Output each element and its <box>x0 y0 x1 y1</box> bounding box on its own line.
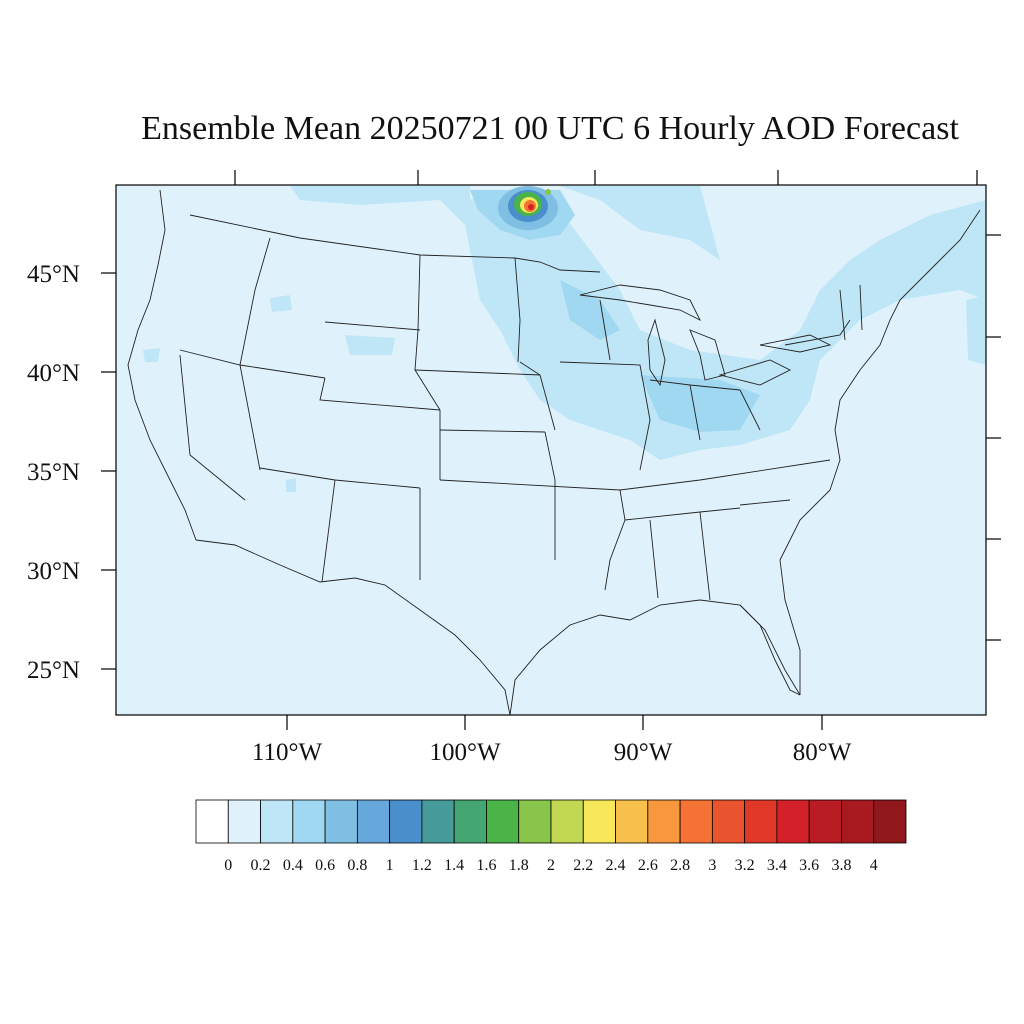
colorbar-label: 3.6 <box>799 857 819 874</box>
colorbar-swatch <box>711 799 746 844</box>
colorbar-label: 0.4 <box>283 857 303 874</box>
colorbar-swatch <box>841 799 875 844</box>
colorbar-swatch <box>808 799 842 844</box>
lat-label: 30°N <box>27 558 80 585</box>
geographic-boundaries <box>127 189 981 716</box>
colorbar-label: 3.2 <box>735 857 755 874</box>
colorbar-swatch <box>550 799 584 844</box>
colorbar-swatch <box>324 799 358 844</box>
lat-label: 45°N <box>27 261 80 288</box>
colorbar-label: 0.2 <box>251 857 271 874</box>
colorbar-swatch <box>389 799 423 844</box>
lat-label: 35°N <box>27 459 80 486</box>
colorbar-swatch <box>679 799 713 844</box>
colorbar-swatch <box>615 799 649 844</box>
colorbar-label: 3.4 <box>767 857 787 874</box>
colorbar-label: 2.2 <box>573 857 593 874</box>
right-ticks <box>986 234 1001 641</box>
colorbar-swatch <box>744 799 778 844</box>
lon-label: 90°W <box>614 739 673 766</box>
colorbar-swatch <box>873 799 907 844</box>
colorbar-label: 2.8 <box>670 857 690 874</box>
colorbar-label: 1.8 <box>509 857 529 874</box>
colorbar-swatch <box>582 799 616 844</box>
colorbar-swatch <box>260 799 294 844</box>
left-ticks <box>101 272 116 670</box>
top-ticks <box>234 170 978 185</box>
colorbar-swatch <box>453 799 487 844</box>
map-frame <box>115 184 987 716</box>
colorbar-label: 0.8 <box>347 857 367 874</box>
lat-label: 40°N <box>27 360 80 387</box>
colorbar-label: 2.4 <box>606 857 626 874</box>
colorbar-label: 3 <box>708 857 716 874</box>
colorbar-swatch <box>486 799 520 844</box>
colorbar <box>195 799 907 844</box>
colorbar-label: 3.8 <box>831 857 851 874</box>
colorbar-label: 2 <box>547 857 555 874</box>
longitude-labels: 110°W 100°W 90°W 80°W <box>252 739 852 766</box>
chart-title: Ensemble Mean 20250721 00 UTC 6 Hourly A… <box>141 110 959 147</box>
colorbar-label: 0.6 <box>315 857 335 874</box>
colorbar-label: 1.6 <box>476 857 496 874</box>
colorbar-swatch <box>292 799 326 844</box>
colorbar-label: 1.2 <box>412 857 432 874</box>
colorbar-label: 2.6 <box>638 857 658 874</box>
colorbar-swatch <box>195 799 229 844</box>
lon-label: 80°W <box>793 739 852 766</box>
aod-hotspot <box>498 186 558 230</box>
colorbar-swatch <box>421 799 455 844</box>
colorbar-label: 0 <box>224 857 232 874</box>
lat-label: 25°N <box>27 657 80 684</box>
colorbar-label: 1.4 <box>444 857 464 874</box>
colorbar-swatch <box>518 799 552 844</box>
colorbar-labels: 0 0.2 0.4 0.6 0.8 1 1.2 1.4 1.6 1.8 2 2.2 2.4 2.6 2.8 3… <box>224 857 877 874</box>
lon-label: 100°W <box>429 739 500 766</box>
colorbar-label: 4 <box>870 857 878 874</box>
colorbar-swatch <box>227 799 261 844</box>
colorbar-swatch <box>776 799 810 844</box>
colorbar-swatch <box>356 799 391 844</box>
bottom-ticks <box>286 715 823 730</box>
colorbar-swatch <box>647 799 681 844</box>
latitude-labels: 45°N 40°N 35°N 30°N 25°N <box>27 261 80 684</box>
colorbar-label: 1 <box>386 857 394 874</box>
aod-plume-light <box>143 186 986 492</box>
lon-label: 110°W <box>252 739 323 766</box>
